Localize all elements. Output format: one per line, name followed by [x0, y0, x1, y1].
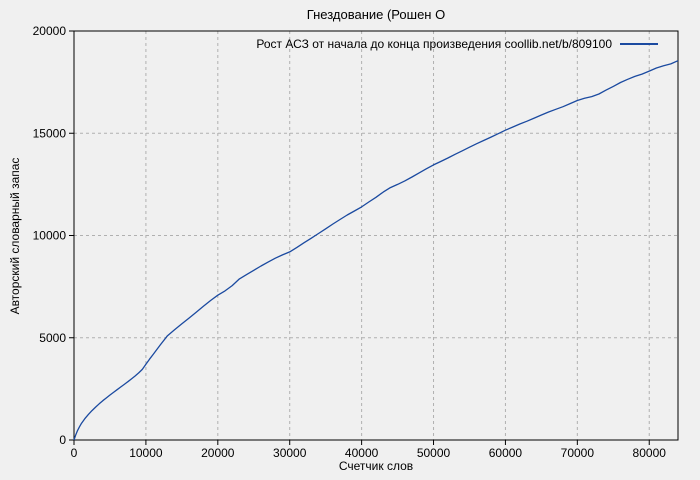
x-tick-label: 10000 [129, 446, 163, 460]
x-tick-label: 80000 [633, 446, 667, 460]
x-tick-label: 70000 [561, 446, 595, 460]
x-tick-label: 30000 [273, 446, 307, 460]
chart-title: Гнездование (Рошен О [306, 7, 446, 22]
x-axis-label: Счетчик слов [338, 459, 414, 473]
y-tick-label: 5000 [39, 331, 66, 345]
legend-entry-label: Рост АСЗ от начала до конца произведения… [256, 36, 612, 51]
series-line [73, 60, 679, 441]
plot-border [73, 30, 679, 441]
legend-line-sample [620, 42, 658, 45]
x-tick-label: 0 [71, 446, 78, 460]
y-tick-label: 20000 [33, 24, 67, 38]
x-tick-label: 40000 [345, 446, 379, 460]
x-tick-label: 20000 [201, 446, 235, 460]
y-tick-label: 10000 [33, 229, 67, 243]
y-axis-label: Авторский словарный запас [8, 157, 22, 315]
x-tick-label: 50000 [417, 446, 451, 460]
x-tick-label: 60000 [489, 446, 523, 460]
legend: Рост АСЗ от начала до конца произведения… [256, 36, 658, 51]
y-tick-label: 15000 [33, 126, 67, 140]
y-tick-label: 0 [59, 433, 66, 447]
